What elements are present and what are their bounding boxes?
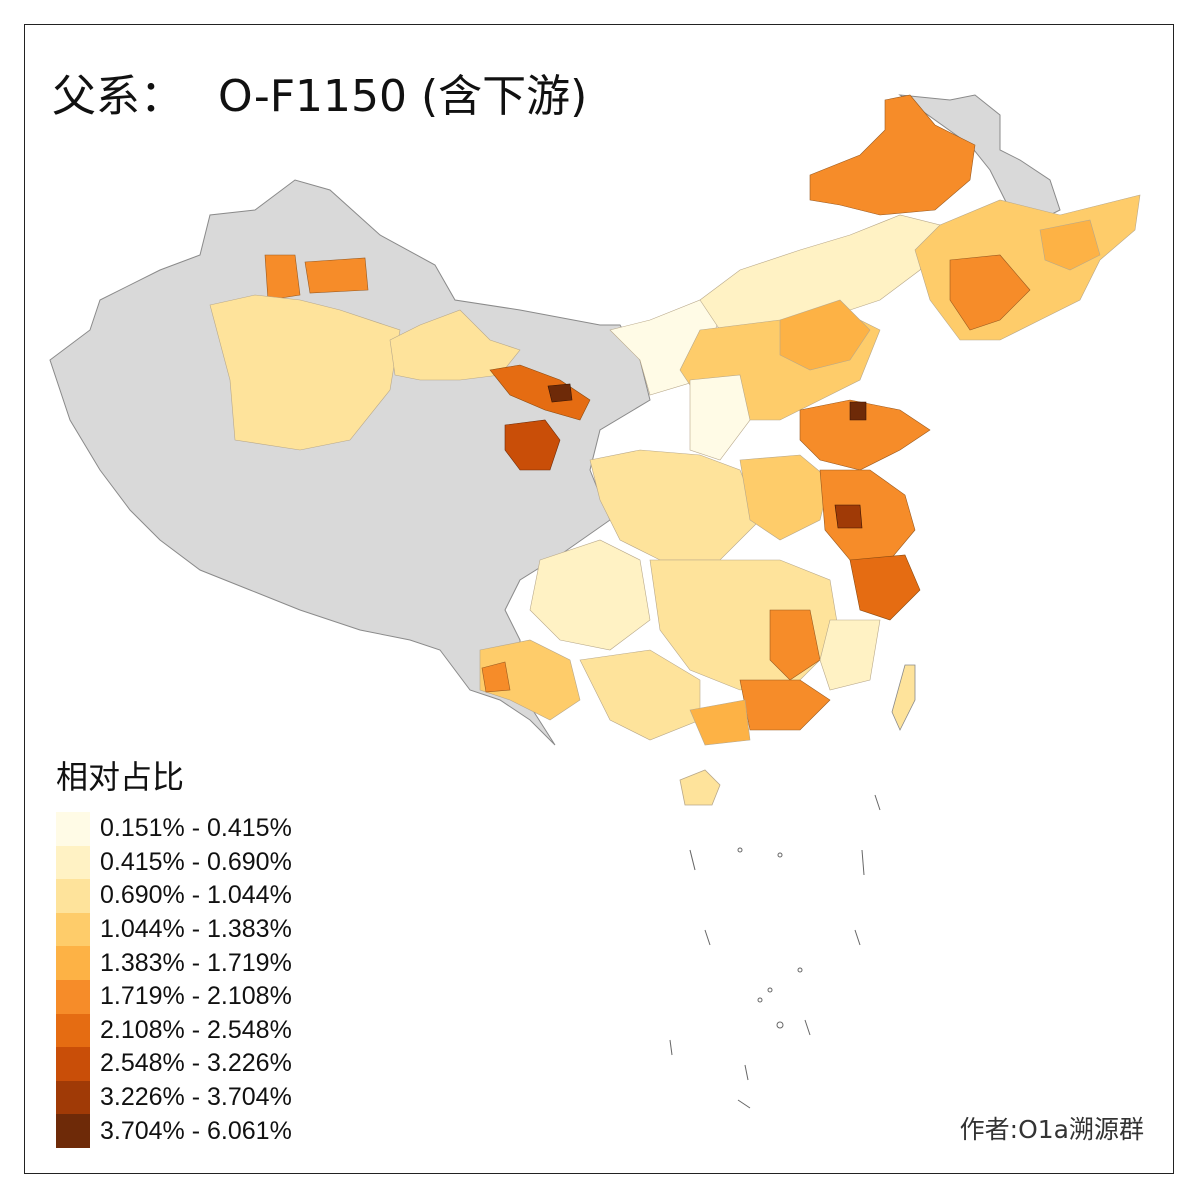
region-yunnan-orange xyxy=(481,661,511,693)
region-gansu-dark xyxy=(547,383,573,403)
legend-swatch xyxy=(56,845,90,880)
region-jiangsu xyxy=(819,469,916,561)
region-shanxi xyxy=(689,374,751,461)
region-northeast-plain xyxy=(914,194,1141,341)
legend-item: 3.226% - 3.704% xyxy=(56,1080,292,1115)
region-taiwan xyxy=(891,664,916,731)
region-yunnan xyxy=(479,639,581,721)
legend-range: 2.548% - 3.226% xyxy=(100,1049,292,1078)
region-central-west xyxy=(589,449,761,561)
author-credit: 作者:O1a溯源群 xyxy=(959,1115,1144,1144)
region-xinjiang-north-1 xyxy=(264,254,301,301)
title-label: 父系： xyxy=(52,71,184,122)
legend-range: 1.719% - 2.108% xyxy=(100,982,292,1011)
region-no-data-northeast xyxy=(898,94,1061,221)
legend-title: 相对占比 xyxy=(56,758,185,796)
legend-range: 2.108% - 2.548% xyxy=(100,1015,292,1044)
title-haplogroup: O-F1150 (含下游) xyxy=(218,71,588,122)
legend-swatch xyxy=(56,1114,90,1148)
legend-range: 3.704% - 6.061% xyxy=(100,1116,292,1145)
legend-item: 0.690% - 1.044% xyxy=(56,879,292,913)
region-hexi-corridor xyxy=(489,364,591,421)
legend-item: 1.719% - 2.108% xyxy=(56,979,292,1014)
legend-swatch xyxy=(56,946,90,980)
legend-range: 3.226% - 3.704% xyxy=(100,1083,292,1112)
legend-item: 0.151% - 0.415% xyxy=(56,812,292,846)
region-guangdong xyxy=(739,679,831,731)
legend-swatch xyxy=(56,1013,90,1048)
region-jiangsu-dark xyxy=(834,504,863,529)
region-guangxi xyxy=(579,649,701,741)
legend-list: 0.151% - 0.415% 0.415% - 0.690% 0.690% -… xyxy=(56,812,292,1148)
legend-swatch xyxy=(56,979,90,1014)
legend-range: 0.151% - 0.415% xyxy=(100,814,292,843)
region-qinghai-east xyxy=(504,419,561,471)
legend-swatch xyxy=(56,812,90,846)
legend-range: 0.415% - 0.690% xyxy=(100,847,292,876)
legend-item: 3.704% - 6.061% xyxy=(56,1114,292,1148)
legend: 相对占比 0.151% - 0.415% 0.415% - 0.690% 0.6… xyxy=(56,752,292,1148)
region-shandong xyxy=(799,399,931,471)
map-title: 父系： O-F1150 (含下游) xyxy=(52,60,587,124)
region-liaoning xyxy=(949,254,1031,331)
legend-range: 0.690% - 1.044% xyxy=(100,881,292,910)
legend-item: 2.108% - 2.548% xyxy=(56,1013,292,1048)
region-fujian xyxy=(819,619,881,691)
region-zhejiang xyxy=(849,554,921,621)
legend-swatch xyxy=(56,879,90,913)
legend-item: 1.044% - 1.383% xyxy=(56,912,292,947)
legend-swatch xyxy=(56,912,90,947)
region-hainan xyxy=(679,769,721,806)
legend-range: 1.044% - 1.383% xyxy=(100,915,292,944)
legend-item: 0.415% - 0.690% xyxy=(56,845,292,880)
region-xinjiang-central xyxy=(209,294,401,451)
south-china-sea-islands xyxy=(669,794,881,1109)
region-hebei-north xyxy=(779,299,871,371)
region-sichuan xyxy=(529,539,651,651)
legend-swatch xyxy=(56,1080,90,1115)
region-henan xyxy=(739,454,831,541)
region-gansu-northwest xyxy=(389,309,521,381)
region-xinjiang-north-2 xyxy=(304,257,369,294)
legend-item: 1.383% - 1.719% xyxy=(56,946,292,980)
region-heilongjiang-north xyxy=(809,94,976,216)
legend-range: 1.383% - 1.719% xyxy=(100,948,292,977)
legend-item: 2.548% - 3.226% xyxy=(56,1047,292,1081)
map-frame xyxy=(24,24,1174,1174)
region-shandong-dark xyxy=(849,401,867,421)
region-jilin-east xyxy=(1039,219,1101,271)
region-jiangxi xyxy=(769,609,821,681)
region-no-data-west xyxy=(49,179,651,746)
legend-swatch xyxy=(56,1047,90,1081)
region-guangdong-west xyxy=(689,699,751,746)
